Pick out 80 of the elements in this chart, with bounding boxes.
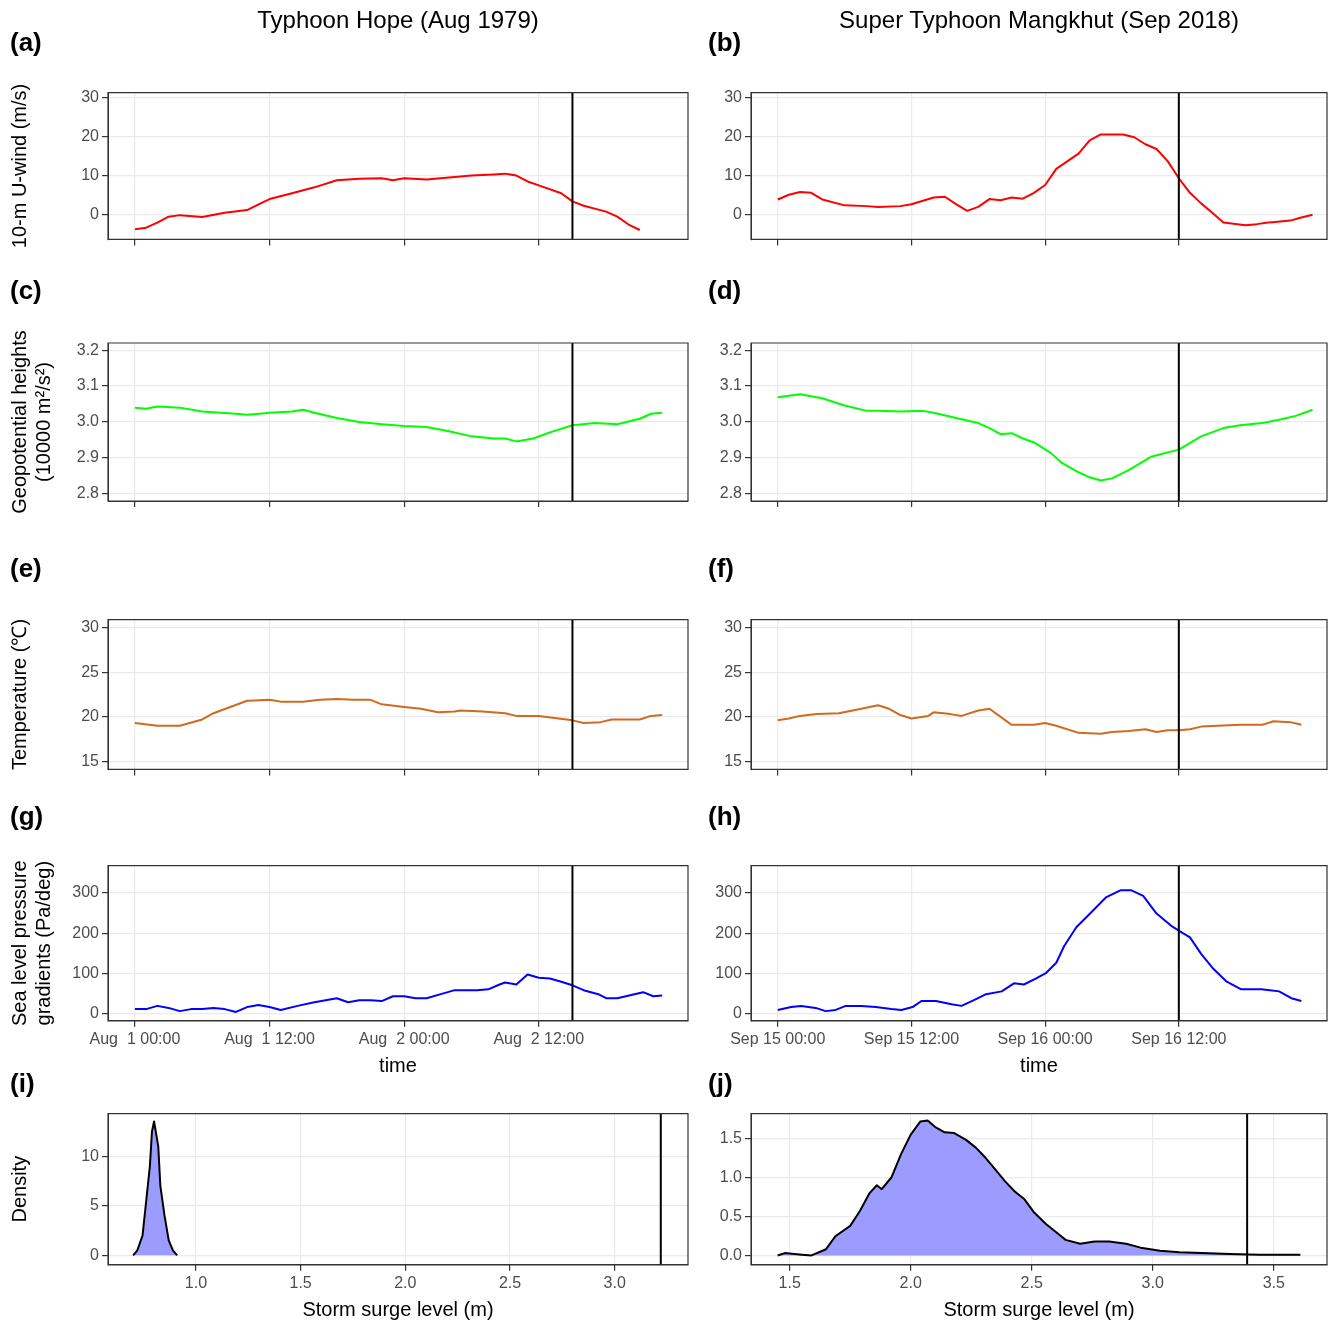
text: (i) — [10, 1068, 35, 1099]
y-tick-label: 0.5 — [719, 1206, 743, 1224]
y-tick-label: 3.2 — [719, 340, 743, 358]
x-tick-label: Aug 2 00:00 — [358, 1029, 450, 1047]
y-tick-label: 0 — [733, 205, 743, 223]
x-tick-label: 3.0 — [1141, 1273, 1164, 1291]
y-tick-label: 3.2 — [76, 340, 100, 358]
y-axis-title: 10-m U-wind (m/s) — [7, 83, 30, 249]
x-tick-label: Sep 15 00:00 — [730, 1029, 826, 1047]
y-axis-title: Sea level pressure gradients (Pa/deg) — [7, 860, 54, 1027]
y-tick-label: 0 — [733, 1004, 743, 1022]
chart-title: Super Typhoon Mangkhut (Sep 2018) — [839, 6, 1239, 34]
x-tick-label: 3.0 — [603, 1273, 626, 1291]
x-axis-title: Storm surge level (m) — [943, 1297, 1135, 1320]
y-axis-title: Temperature (℃) — [7, 618, 30, 771]
text: (h) — [708, 801, 742, 832]
x-tick-label: Sep 16 12:00 — [1131, 1029, 1227, 1047]
x-tick-label: Aug 2 12:00 — [493, 1029, 585, 1047]
x-axis-title: time — [1020, 1053, 1058, 1076]
y-tick-label: 0 — [90, 1004, 100, 1022]
y-tick-label: 300 — [715, 883, 743, 901]
y-tick-label: 3.1 — [719, 376, 743, 394]
text: (d) — [708, 275, 742, 306]
x-tick-label: 2.0 — [899, 1273, 922, 1291]
y-tick-label: 20 — [724, 126, 743, 144]
y-tick-label: 0 — [90, 205, 100, 223]
x-tick-label: 3.5 — [1262, 1273, 1285, 1291]
y-tick-label: 2.8 — [76, 484, 100, 502]
text: (c) — [10, 275, 42, 306]
y-tick-label: 20 — [724, 707, 743, 725]
y-tick-label: 100 — [715, 964, 743, 982]
x-axis-title: Storm surge level (m) — [302, 1297, 494, 1320]
y-tick-label: 0 — [90, 1245, 100, 1263]
y-tick-label: 30 — [724, 87, 743, 105]
y-tick-label: 300 — [72, 883, 100, 901]
y-axis-title: Density — [7, 1155, 30, 1223]
text: (f) — [708, 553, 734, 584]
y-tick-label: 15 — [724, 751, 743, 769]
x-tick-label: 1.5 — [778, 1273, 801, 1291]
y-tick-label: 2.9 — [719, 448, 743, 466]
y-tick-label: 0.0 — [719, 1245, 743, 1263]
y-tick-label: 3.0 — [76, 412, 100, 430]
y-tick-label: 2.8 — [719, 484, 743, 502]
y-tick-label: 30 — [81, 618, 100, 636]
y-tick-label: 1.5 — [719, 1128, 743, 1146]
text: (e) — [10, 553, 42, 584]
x-tick-label: 1.5 — [289, 1273, 312, 1291]
chart-title: Typhoon Hope (Aug 1979) — [257, 6, 539, 34]
y-tick-label: 200 — [715, 923, 743, 941]
y-axis-title: Geopotential heights (10000 m²/s²) — [7, 330, 54, 514]
y-tick-label: 5 — [90, 1196, 100, 1214]
y-tick-label: 3.1 — [76, 376, 100, 394]
x-tick-label: Sep 15 12:00 — [863, 1029, 960, 1047]
x-tick-label: Sep 16 00:00 — [997, 1029, 1093, 1047]
y-tick-label: 10 — [724, 166, 743, 183]
y-tick-label: 10 — [81, 1146, 100, 1164]
y-tick-label: 2.9 — [76, 448, 100, 466]
x-tick-label: 2.5 — [1020, 1273, 1043, 1291]
x-axis-title: time — [379, 1053, 417, 1076]
y-tick-label: 200 — [72, 923, 100, 941]
y-tick-label: 15 — [81, 751, 100, 769]
y-tick-label: 25 — [724, 662, 743, 680]
y-tick-label: 30 — [724, 618, 743, 636]
text: (b) — [708, 27, 742, 58]
text: (j) — [708, 1068, 733, 1099]
y-tick-label: 20 — [81, 126, 100, 144]
x-tick-label: Aug 1 12:00 — [224, 1029, 316, 1047]
y-tick-label: 30 — [81, 87, 100, 105]
text: (a) — [10, 27, 42, 58]
y-tick-label: 100 — [72, 964, 100, 982]
y-tick-label: 25 — [81, 662, 100, 680]
text: (g) — [10, 801, 44, 832]
y-tick-label: 10 — [81, 166, 100, 183]
x-tick-label: 1.0 — [184, 1273, 208, 1291]
y-tick-label: 1.0 — [719, 1167, 743, 1185]
x-tick-label: Aug 1 00:00 — [89, 1029, 181, 1047]
x-tick-label: 2.0 — [394, 1273, 417, 1291]
x-tick-label: 2.5 — [498, 1273, 522, 1291]
y-tick-label: 20 — [81, 707, 100, 725]
y-tick-label: 3.0 — [719, 412, 743, 430]
